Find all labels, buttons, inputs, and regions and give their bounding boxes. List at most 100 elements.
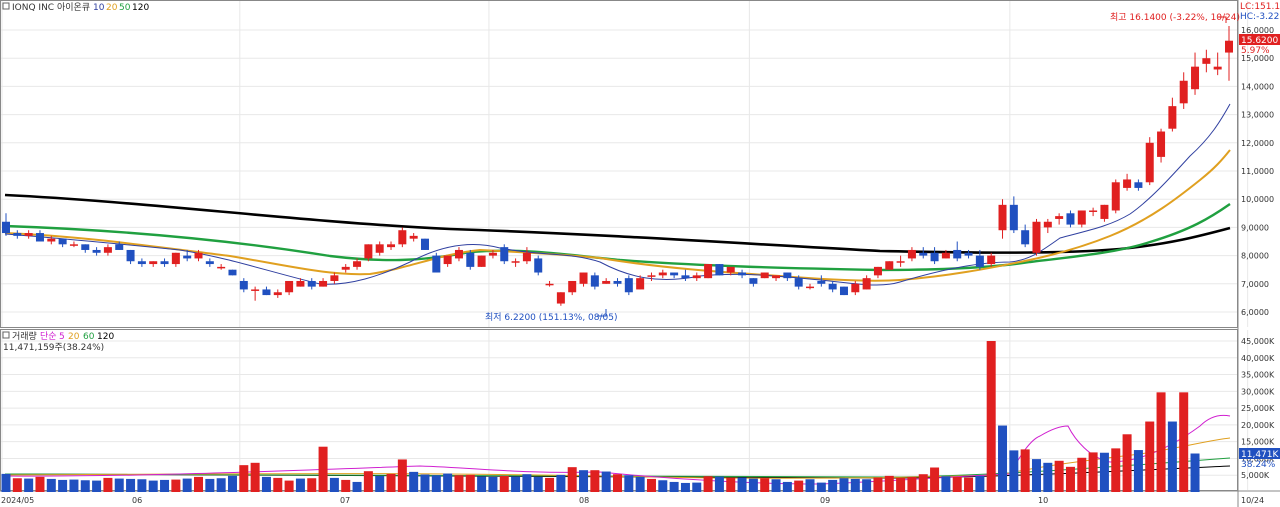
candle-body[interactable] xyxy=(941,252,950,259)
volume-bar[interactable] xyxy=(307,478,317,492)
volume-bar[interactable] xyxy=(737,477,747,492)
volume-bar[interactable] xyxy=(986,341,996,492)
candle-body[interactable] xyxy=(2,221,10,234)
volume-bar[interactable] xyxy=(148,480,158,492)
candle-body[interactable] xyxy=(987,255,996,265)
candle-body[interactable] xyxy=(907,249,916,259)
candle-body[interactable] xyxy=(1021,230,1030,245)
volume-bar[interactable] xyxy=(669,481,679,492)
candle-body[interactable] xyxy=(964,252,973,256)
candle-body[interactable] xyxy=(817,280,826,284)
volume-bar[interactable] xyxy=(726,477,736,492)
candle-body[interactable] xyxy=(1032,221,1041,253)
volume-bar[interactable] xyxy=(35,476,45,492)
volume-bar[interactable] xyxy=(1167,421,1177,492)
candle-body[interactable] xyxy=(1123,179,1132,188)
volume-bar[interactable] xyxy=(975,475,985,492)
candle-body[interactable] xyxy=(205,261,214,265)
volume-bar[interactable] xyxy=(1156,392,1166,492)
candle-body[interactable] xyxy=(602,280,611,284)
candle-body[interactable] xyxy=(13,233,22,236)
candle-body[interactable] xyxy=(500,247,509,262)
volume-bar[interactable] xyxy=(420,474,430,492)
candle-body[interactable] xyxy=(704,264,713,279)
volume-bar[interactable] xyxy=(295,478,305,492)
volume-bar[interactable] xyxy=(896,477,906,492)
candle-body[interactable] xyxy=(149,261,158,265)
candle-body[interactable] xyxy=(1225,40,1233,53)
candle-body[interactable] xyxy=(454,249,463,259)
volume-bar[interactable] xyxy=(1122,434,1132,492)
candle-body[interactable] xyxy=(715,264,724,276)
candle-body[interactable] xyxy=(477,255,486,267)
volume-bar[interactable] xyxy=(499,475,509,492)
candle-body[interactable] xyxy=(420,238,429,250)
volume-bar[interactable] xyxy=(69,479,79,492)
volume-bar[interactable] xyxy=(273,477,283,492)
volume-bar[interactable] xyxy=(329,477,339,492)
volume-bar[interactable] xyxy=(160,479,170,492)
candle-body[interactable] xyxy=(930,252,939,262)
volume-bar[interactable] xyxy=(1031,459,1041,492)
volume-bar[interactable] xyxy=(12,478,22,492)
volume-bar[interactable] xyxy=(454,475,464,492)
candle-body[interactable] xyxy=(772,275,781,279)
volume-bar[interactable] xyxy=(918,474,928,492)
volume-bar[interactable] xyxy=(375,475,385,492)
volume-bar[interactable] xyxy=(884,475,894,492)
candle-body[interactable] xyxy=(319,280,328,287)
candle-body[interactable] xyxy=(58,238,67,245)
candle-body[interactable] xyxy=(1179,80,1188,104)
volume-bar[interactable] xyxy=(1111,448,1121,492)
candle-body[interactable] xyxy=(387,244,396,248)
volume-bar[interactable] xyxy=(92,480,102,492)
volume-bar[interactable] xyxy=(771,479,781,492)
volume-bar[interactable] xyxy=(239,465,249,492)
candle-body[interactable] xyxy=(69,244,78,246)
candle-body[interactable] xyxy=(115,244,124,250)
volume-bar[interactable] xyxy=(816,482,826,492)
volume-bar[interactable] xyxy=(409,471,419,492)
volume-bar[interactable] xyxy=(194,476,204,492)
candle-body[interactable] xyxy=(726,266,735,273)
volume-bar[interactable] xyxy=(692,482,702,492)
volume-bar[interactable] xyxy=(341,479,351,492)
volume-bar[interactable] xyxy=(635,476,645,492)
volume-bar[interactable] xyxy=(907,476,917,492)
candle-body[interactable] xyxy=(443,255,452,265)
candle-body[interactable] xyxy=(658,272,667,276)
candle-body[interactable] xyxy=(670,272,679,276)
volume-bar[interactable] xyxy=(545,477,555,492)
candle-body[interactable] xyxy=(975,255,984,267)
volume-bar[interactable] xyxy=(760,478,770,492)
volume-bar[interactable] xyxy=(477,476,487,492)
volume-bar[interactable] xyxy=(748,478,758,492)
volume-bar[interactable] xyxy=(873,477,883,492)
volume-bar[interactable] xyxy=(126,478,136,492)
volume-bar[interactable] xyxy=(58,479,68,492)
volume-bar[interactable] xyxy=(24,478,34,492)
candle-body[interactable] xyxy=(1157,131,1166,157)
candle-body[interactable] xyxy=(1100,204,1109,219)
volume-bar[interactable] xyxy=(941,476,951,492)
candle-body[interactable] xyxy=(749,278,758,284)
candle-body[interactable] xyxy=(341,266,350,270)
candle-body[interactable] xyxy=(760,272,769,279)
volume-bar[interactable] xyxy=(443,473,453,492)
candle-body[interactable] xyxy=(681,275,690,279)
volume-bar[interactable] xyxy=(1054,460,1064,492)
volume-bar[interactable] xyxy=(1043,462,1053,492)
candle-body[interactable] xyxy=(432,255,441,273)
candle-body[interactable] xyxy=(579,272,588,284)
volume-bar[interactable] xyxy=(1190,453,1200,492)
candle-body[interactable] xyxy=(194,252,203,259)
candle-body[interactable] xyxy=(1043,221,1052,228)
volume-bar[interactable] xyxy=(1088,452,1098,492)
candle-body[interactable] xyxy=(839,286,848,296)
volume-bar[interactable] xyxy=(1065,466,1075,492)
candle-body[interactable] xyxy=(806,286,815,289)
volume-bar[interactable] xyxy=(646,478,656,492)
candle-body[interactable] xyxy=(375,244,384,253)
candle-body[interactable] xyxy=(1055,216,1064,219)
volume-bar[interactable] xyxy=(533,476,543,492)
